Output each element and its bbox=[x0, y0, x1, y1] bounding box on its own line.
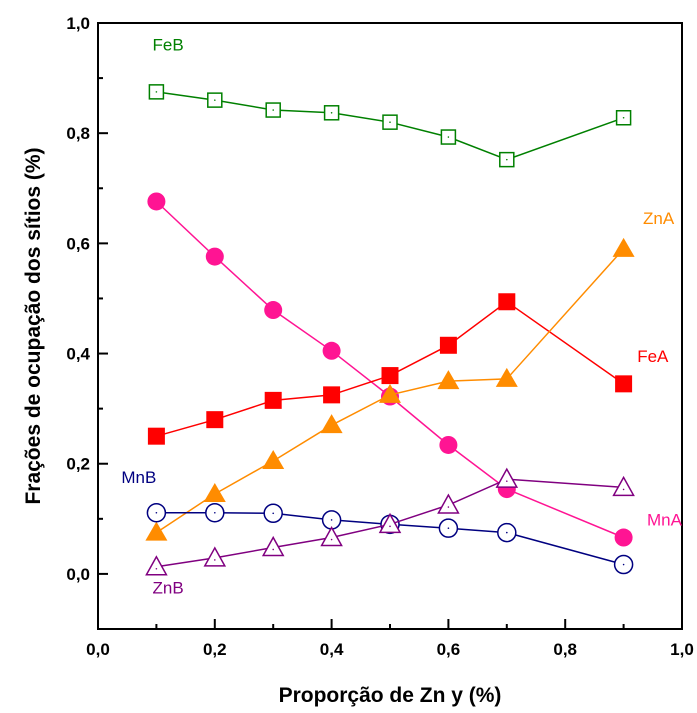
data-point-zna bbox=[203, 483, 226, 503]
point-center-dot bbox=[214, 511, 216, 514]
series-line-znb bbox=[156, 478, 624, 568]
data-point-mna bbox=[614, 528, 633, 547]
point-center-dot bbox=[155, 511, 158, 514]
data-point-znb bbox=[378, 512, 402, 534]
series-line-feb bbox=[156, 91, 624, 161]
point-center-dot bbox=[272, 512, 275, 515]
data-point-zna bbox=[379, 383, 401, 403]
point-center-dot bbox=[447, 527, 450, 529]
data-point-fea bbox=[615, 375, 633, 393]
point-center-dot bbox=[389, 525, 391, 528]
y-tick-label: 1,0 bbox=[66, 14, 90, 33]
point-center-dot bbox=[389, 121, 391, 123]
data-point-znb bbox=[145, 555, 168, 576]
data-point-mna bbox=[205, 247, 224, 266]
point-center-dot bbox=[447, 506, 450, 508]
data-point-fea bbox=[439, 336, 457, 354]
data-point-znb bbox=[261, 535, 285, 557]
data-point-mna bbox=[439, 435, 458, 454]
point-center-dot bbox=[622, 116, 625, 119]
data-point-fea bbox=[206, 411, 224, 429]
series-label-znb: ZnB bbox=[152, 579, 183, 598]
point-center-dot bbox=[506, 480, 508, 482]
point-center-dot bbox=[214, 99, 216, 101]
data-point-znb bbox=[320, 526, 343, 547]
x-tick-label: 0,8 bbox=[553, 640, 577, 659]
y-axis-title: Frações de ocupação dos sítios (%) bbox=[22, 147, 45, 504]
series-label-zna: ZnA bbox=[643, 209, 675, 228]
data-point-fea bbox=[498, 293, 516, 311]
x-tick-label: 0,0 bbox=[86, 640, 110, 659]
data-point-znb bbox=[203, 546, 227, 567]
point-center-dot bbox=[272, 548, 275, 551]
data-point-zna bbox=[437, 370, 460, 390]
x-tick-label: 0,4 bbox=[320, 640, 344, 659]
data-point-mna bbox=[147, 192, 166, 211]
point-center-dot bbox=[622, 563, 625, 566]
data-point-zna bbox=[495, 367, 518, 387]
data-point-zna bbox=[612, 237, 635, 257]
data-point-fea bbox=[323, 386, 341, 404]
data-point-fea bbox=[147, 427, 165, 445]
x-tick-label: 0,6 bbox=[437, 640, 461, 659]
data-point-znb bbox=[437, 493, 460, 514]
data-point-fea bbox=[381, 367, 399, 385]
y-tick-label: 0,6 bbox=[66, 234, 90, 253]
series-feb bbox=[148, 84, 632, 168]
series-labels: FeB MnA FeA ZnA MnB ZnB bbox=[121, 36, 682, 598]
series-label-feb: FeB bbox=[152, 36, 183, 55]
series-line-zna bbox=[155, 248, 625, 534]
series-layer bbox=[145, 84, 635, 576]
point-center-dot bbox=[155, 567, 158, 570]
point-center-dot bbox=[155, 91, 158, 93]
series-label-fea: FeA bbox=[637, 347, 669, 366]
data-point-zna bbox=[262, 449, 285, 469]
point-center-dot bbox=[330, 519, 333, 521]
axis-ticks: 0,0 0,2 0,4 0,6 0,8 1,0 0,0 0,2 0,4 0,6 0,8 1,0 bbox=[66, 14, 693, 659]
data-point-mna bbox=[264, 301, 283, 320]
y-tick-label: 0,2 bbox=[66, 455, 90, 474]
data-point-znb bbox=[495, 467, 519, 488]
point-center-dot bbox=[622, 488, 625, 491]
series-line-mna bbox=[155, 200, 624, 539]
point-center-dot bbox=[330, 538, 333, 541]
data-point-fea bbox=[264, 391, 282, 409]
series-line-fea bbox=[156, 300, 625, 437]
x-tick-label: 0,2 bbox=[203, 640, 227, 659]
data-point-zna bbox=[145, 521, 168, 541]
point-center-dot bbox=[506, 531, 508, 534]
x-tick-label: 1,0 bbox=[670, 640, 694, 659]
point-center-dot bbox=[330, 111, 333, 114]
point-center-dot bbox=[272, 109, 275, 111]
series-fea bbox=[147, 293, 633, 445]
data-point-zna bbox=[320, 414, 343, 434]
series-label-mna: MnA bbox=[647, 510, 683, 529]
plot-frame bbox=[97, 22, 683, 630]
point-center-dot bbox=[447, 136, 450, 138]
data-point-znb bbox=[612, 475, 635, 497]
point-center-dot bbox=[506, 158, 508, 161]
y-tick-label: 0,8 bbox=[66, 124, 90, 143]
point-center-dot bbox=[214, 559, 216, 561]
series-label-mnb: MnB bbox=[121, 468, 156, 487]
x-axis-title: Proporção de Zn y (%) bbox=[279, 684, 502, 707]
series-zna bbox=[145, 237, 635, 541]
y-tick-label: 0,0 bbox=[66, 565, 90, 584]
data-point-mna bbox=[322, 341, 341, 360]
series-znb bbox=[145, 467, 635, 576]
y-tick-label: 0,4 bbox=[66, 345, 90, 364]
